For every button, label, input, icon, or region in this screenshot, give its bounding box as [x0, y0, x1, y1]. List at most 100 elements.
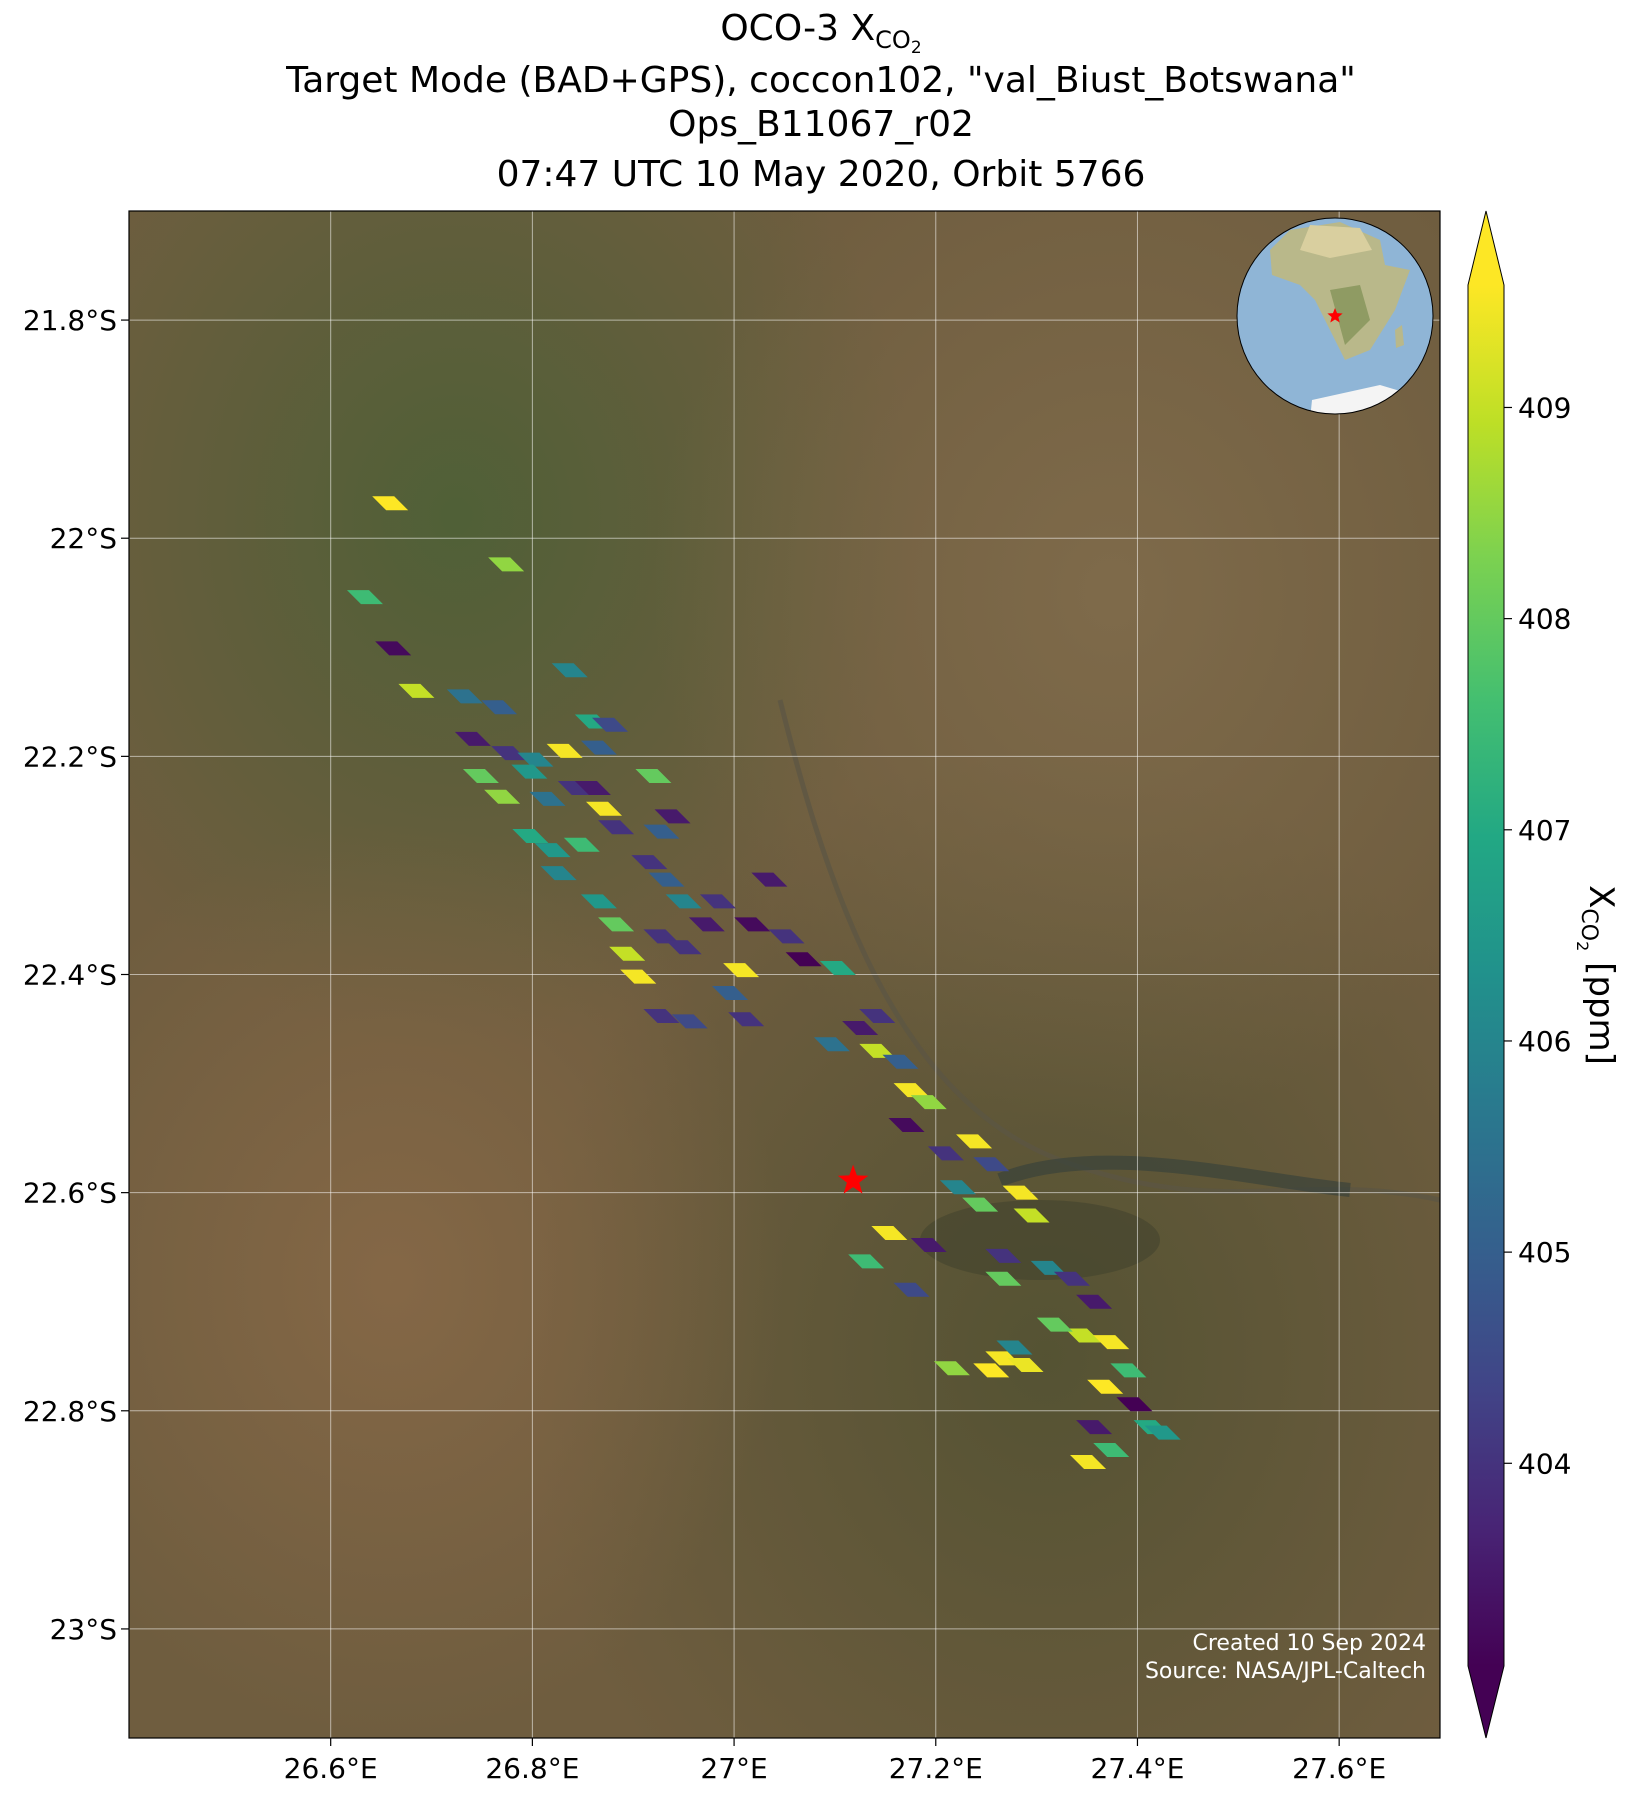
colorbar-outline — [1467, 210, 1505, 1739]
sounding — [1065, 1328, 1102, 1343]
globe-target-marker — [1327, 308, 1343, 323]
sounding — [1076, 1420, 1113, 1435]
sounding — [1116, 1397, 1153, 1412]
colorbar-tick-label: 405 — [1518, 1236, 1571, 1269]
sounding — [1007, 1357, 1044, 1372]
sounding — [871, 1225, 908, 1240]
sounding — [491, 746, 528, 761]
sounding — [375, 641, 412, 656]
sounding — [574, 780, 611, 795]
sounding — [939, 1180, 976, 1195]
y-tick-label: 22.6°S — [23, 1177, 117, 1210]
title-subscript: CO — [875, 26, 911, 54]
sounding — [1053, 1271, 1090, 1286]
sounding — [609, 946, 646, 961]
sounding — [1093, 1335, 1130, 1350]
sounding — [1036, 1317, 1073, 1332]
sounding — [648, 872, 685, 887]
chart-subtitle: Ops_B11067_r02 — [668, 104, 974, 145]
sounding — [398, 683, 435, 698]
sounding — [985, 1271, 1022, 1286]
sounding — [910, 1237, 947, 1252]
y-tick-label: 23°S — [50, 1613, 117, 1646]
sounding — [819, 960, 856, 975]
sounding — [768, 929, 805, 944]
sounding — [813, 1037, 850, 1052]
x-tick-label: 26.8°E — [485, 1752, 579, 1785]
colorbar-extend-max — [1468, 211, 1504, 285]
colorbar-tick-label: 404 — [1518, 1447, 1571, 1480]
sounding — [598, 820, 635, 835]
sounding — [723, 963, 760, 978]
sounding — [699, 894, 736, 909]
sounding — [580, 740, 617, 755]
label-text: X — [1581, 885, 1621, 908]
colorbar-extend-min — [1468, 1666, 1504, 1738]
sounding — [665, 894, 702, 909]
sounding — [446, 689, 483, 704]
x-tick-label: 27°E — [700, 1752, 767, 1785]
sounding — [540, 866, 577, 881]
sounding — [671, 1014, 708, 1029]
sounding — [712, 986, 749, 1001]
sounding — [643, 824, 680, 839]
sounding — [910, 1095, 947, 1110]
colorbar-tick-label: 406 — [1518, 1025, 1571, 1058]
title-subscript: 2 — [911, 38, 922, 58]
sounding — [882, 1054, 919, 1069]
sounding — [481, 700, 518, 715]
x-tick-label: 27.2°E — [889, 1752, 983, 1785]
sounding — [956, 1134, 993, 1149]
sounding — [859, 1008, 896, 1023]
sounding — [631, 855, 668, 870]
sounding — [842, 1020, 879, 1035]
sounding — [1110, 1363, 1147, 1378]
title-text: OCO-3 X — [720, 8, 875, 49]
sounding — [484, 789, 521, 804]
sounding — [580, 894, 617, 909]
sounding — [1144, 1425, 1181, 1440]
sounding — [372, 496, 409, 511]
sounding — [454, 731, 491, 746]
sounding — [848, 1254, 885, 1269]
sounding — [688, 917, 725, 932]
colorbar — [1468, 285, 1504, 1666]
sounding — [643, 1008, 680, 1023]
sounding — [1093, 1443, 1130, 1458]
sounding — [1070, 1455, 1107, 1470]
y-tick-label: 22.2°S — [23, 740, 117, 773]
colorbar-tick-label: 408 — [1518, 603, 1571, 636]
sounding — [1087, 1379, 1124, 1394]
sounding — [927, 1146, 964, 1161]
sounding — [643, 929, 680, 944]
sounding — [488, 557, 525, 572]
sounding — [511, 764, 548, 779]
sounding — [512, 828, 549, 843]
sounding — [785, 952, 822, 967]
y-tick-label: 22.4°S — [23, 959, 117, 992]
sounding — [751, 872, 788, 887]
y-tick-label: 22°S — [50, 522, 117, 555]
target-marker — [837, 1164, 869, 1194]
sounding — [973, 1157, 1010, 1172]
sounding — [728, 1012, 765, 1027]
chart-title: OCO-3 XCO2 — [720, 8, 921, 58]
sounding — [1002, 1185, 1039, 1200]
sounding — [888, 1118, 925, 1133]
sounding — [563, 837, 600, 852]
sounding — [1076, 1294, 1113, 1309]
sounding — [551, 663, 588, 678]
sounding — [557, 780, 594, 795]
x-tick-label: 27.4°E — [1090, 1752, 1184, 1785]
sounding — [529, 791, 566, 806]
sounding — [996, 1340, 1033, 1355]
sounding — [534, 843, 571, 858]
sounding — [546, 743, 583, 758]
sounding — [893, 1282, 930, 1297]
x-tick-label: 26.6°E — [284, 1752, 378, 1785]
chart-subtitle: Target Mode (BAD+GPS), coccon102, "val_B… — [285, 60, 1356, 101]
y-tick-label: 21.8°S — [23, 304, 117, 337]
sounding — [985, 1248, 1022, 1263]
colorbar-label: XCO2 [ppm] — [1573, 885, 1621, 1065]
sounding — [592, 717, 629, 732]
